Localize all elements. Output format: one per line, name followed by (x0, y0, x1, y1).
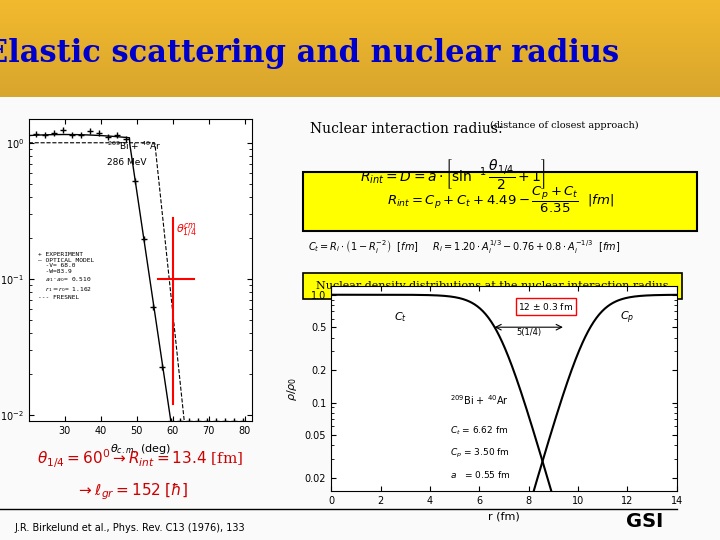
Text: Nuclear density distributions at the nuclear interaction radius: Nuclear density distributions at the nuc… (316, 281, 668, 292)
Text: (distance of closest approach): (distance of closest approach) (490, 121, 639, 130)
Text: $R_{int} = C_p + C_t + 4.49 - \dfrac{C_p + C_t}{6.35}$  $|fm|$: $R_{int} = C_p + C_t + 4.49 - \dfrac{C_p… (387, 185, 613, 215)
Text: $C_p$ = 3.50 fm: $C_p$ = 3.50 fm (450, 447, 510, 461)
Text: 5(1/4): 5(1/4) (516, 328, 541, 338)
Text: $\theta^{cm}_{1/4}$: $\theta^{cm}_{1/4}$ (176, 221, 197, 239)
Text: $C_t$: $C_t$ (394, 310, 407, 324)
Text: J.R. Birkelund et al., Phys. Rev. C13 (1976), 133: J.R. Birkelund et al., Phys. Rev. C13 (1… (14, 523, 245, 533)
Text: $^{209}$Bi + $^{40}$Ar: $^{209}$Bi + $^{40}$Ar (107, 140, 161, 152)
Text: $R_{int} = D = a \cdot \left[\sin^{-1}\dfrac{\theta_{1/4}}{2} + 1\right]$: $R_{int} = D = a \cdot \left[\sin^{-1}\d… (360, 157, 546, 191)
Text: Elastic scattering and nuclear radius: Elastic scattering and nuclear radius (0, 38, 619, 69)
FancyBboxPatch shape (303, 172, 697, 231)
Text: 12 $\pm$ 0.3 fm: 12 $\pm$ 0.3 fm (518, 301, 574, 312)
Text: $\theta_{1/4} = 60^0 \rightarrow R_{int} = 13.4$ [fm]: $\theta_{1/4} = 60^0 \rightarrow R_{int}… (37, 447, 243, 470)
Text: GSI: GSI (626, 512, 664, 531)
X-axis label: $\theta_{c.m.}$ (deg): $\theta_{c.m.}$ (deg) (109, 442, 171, 456)
X-axis label: r (fm): r (fm) (488, 512, 520, 522)
Text: $a$   = 0.55 fm: $a$ = 0.55 fm (450, 469, 510, 480)
Text: + EXPERIMENT
— OPTICAL MODEL
  -V= 68.0
  -W=83.9
  $a_1\cdot a_0$= 0.510
  $r_1: + EXPERIMENT — OPTICAL MODEL -V= 68.0 -W… (37, 252, 94, 300)
Text: $C_p$: $C_p$ (620, 309, 634, 326)
FancyBboxPatch shape (303, 273, 682, 299)
Text: Nuclear interaction radius:: Nuclear interaction radius: (310, 122, 503, 136)
Text: $C_t$ = 6.62 fm: $C_t$ = 6.62 fm (450, 424, 508, 437)
Y-axis label: $\rho / \rho_0$: $\rho / \rho_0$ (285, 377, 300, 401)
Text: 286 MeV: 286 MeV (107, 158, 146, 167)
Text: $^{209}$Bi + $^{40}$Ar: $^{209}$Bi + $^{40}$Ar (450, 393, 509, 407)
Text: $\rightarrow \ell_{gr} = 152 \; [\hbar]$: $\rightarrow \ell_{gr} = 152 \; [\hbar]$ (76, 481, 188, 502)
Text: $C_t = R_i \cdot \left(1 - R_i^{-2}\right)$  $[fm]$     $R_i = 1.20 \cdot A_i^{1: $C_t = R_i \cdot \left(1 - R_i^{-2}\righ… (308, 239, 620, 256)
